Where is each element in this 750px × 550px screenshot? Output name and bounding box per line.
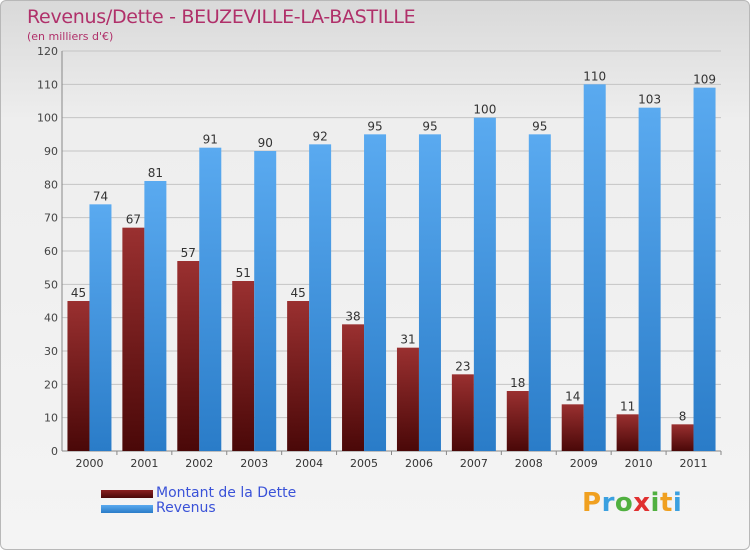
bar-revenue-2011 [693, 87, 716, 452]
data-label-revenue: 74 [93, 189, 108, 203]
logo-letter: i [650, 488, 660, 518]
logo-letter: P [582, 488, 602, 518]
data-label-revenue: 90 [258, 136, 273, 150]
bar-debt-2006 [396, 347, 419, 451]
bar-debt-2010 [616, 414, 639, 451]
data-label-revenue: 100 [473, 103, 496, 117]
x-tick-label: 2008 [515, 457, 543, 470]
data-label-revenue: 91 [203, 133, 218, 147]
bar-revenue-2010 [638, 107, 661, 452]
x-tick-label: 2004 [295, 457, 323, 470]
legend-swatch-debt [101, 490, 153, 498]
data-label-debt: 57 [181, 246, 196, 260]
bar-debt-2001 [122, 227, 145, 451]
data-label-debt: 45 [290, 286, 305, 300]
y-tick-label: 40 [44, 312, 58, 325]
data-label-debt: 38 [345, 309, 360, 323]
data-label-debt: 18 [510, 376, 525, 390]
bar-debt-2003 [232, 281, 255, 451]
x-tick-label: 2011 [680, 457, 708, 470]
bar-revenue-2005 [364, 134, 387, 452]
bar-debt-2005 [342, 324, 365, 451]
data-label-revenue: 81 [148, 166, 163, 180]
y-tick-label: 20 [44, 378, 58, 391]
bar-debt-2009 [561, 404, 584, 451]
proxiti-logo: Proxiti [582, 488, 682, 518]
logo-letter: x [633, 488, 651, 518]
data-label-debt: 23 [455, 359, 470, 373]
data-label-revenue: 92 [312, 129, 327, 143]
logo-letter: o [614, 488, 634, 518]
data-label-debt: 14 [565, 389, 580, 403]
x-tick-label: 2005 [350, 457, 378, 470]
bar-revenue-2002 [199, 147, 222, 451]
x-tick-label: 2010 [625, 457, 653, 470]
bar-revenue-2001 [144, 181, 167, 451]
bar-debt-2002 [177, 261, 200, 451]
bar-debt-2000 [67, 301, 90, 451]
y-tick-label: 110 [37, 78, 58, 91]
data-label-revenue: 109 [693, 73, 716, 87]
y-tick-label: 70 [44, 212, 58, 225]
x-tick-label: 2009 [570, 457, 598, 470]
data-label-debt: 31 [400, 333, 415, 347]
y-tick-label: 120 [37, 45, 58, 58]
y-tick-label: 0 [51, 445, 58, 458]
bar-debt-2008 [506, 391, 529, 451]
y-tick-label: 10 [44, 412, 58, 425]
bar-revenue-2003 [254, 151, 277, 451]
bar-revenue-2006 [418, 134, 441, 452]
x-tick-label: 2007 [460, 457, 488, 470]
data-label-debt: 67 [126, 213, 141, 227]
x-tick-label: 2000 [75, 457, 103, 470]
logo-letter: r [601, 488, 615, 518]
chart-title: Revenus/Dette - BEUZEVILLE-LA-BASTILLE [27, 6, 416, 28]
data-label-debt: 51 [236, 266, 251, 280]
x-tick-label: 2002 [185, 457, 213, 470]
bar-revenue-2000 [89, 204, 112, 451]
data-label-revenue: 95 [532, 119, 547, 133]
bar-revenue-2009 [583, 84, 606, 451]
bar-debt-2004 [287, 301, 310, 451]
y-tick-label: 80 [44, 178, 58, 191]
data-label-revenue: 103 [638, 93, 661, 107]
bar-debt-2011 [671, 424, 694, 451]
data-label-revenue: 95 [367, 119, 382, 133]
y-tick-label: 50 [44, 278, 58, 291]
legend-label-revenue: Revenus [156, 500, 216, 516]
legend-swatch-revenue [101, 505, 153, 513]
logo-letter: t [659, 488, 673, 518]
x-tick-label: 2001 [130, 457, 158, 470]
y-tick-label: 60 [44, 245, 58, 258]
bar-debt-2007 [451, 374, 474, 451]
bar-revenue-2004 [309, 144, 332, 452]
y-tick-label: 90 [44, 145, 58, 158]
y-tick-label: 30 [44, 345, 58, 358]
chart-subtitle: (en milliers d'€) [27, 30, 114, 43]
logo-letter: i [672, 488, 683, 518]
x-tick-label: 2003 [240, 457, 268, 470]
y-tick-label: 100 [37, 112, 58, 125]
bar-revenue-2007 [473, 117, 496, 452]
data-label-revenue: 110 [583, 69, 606, 83]
data-label-debt: 11 [620, 399, 635, 413]
x-tick-label: 2006 [405, 457, 433, 470]
data-label-debt: 8 [679, 409, 687, 423]
data-label-debt: 45 [71, 286, 86, 300]
bar-revenue-2008 [528, 134, 551, 452]
data-label-revenue: 95 [422, 119, 437, 133]
legend-label-debt: Montant de la Dette [156, 485, 297, 501]
